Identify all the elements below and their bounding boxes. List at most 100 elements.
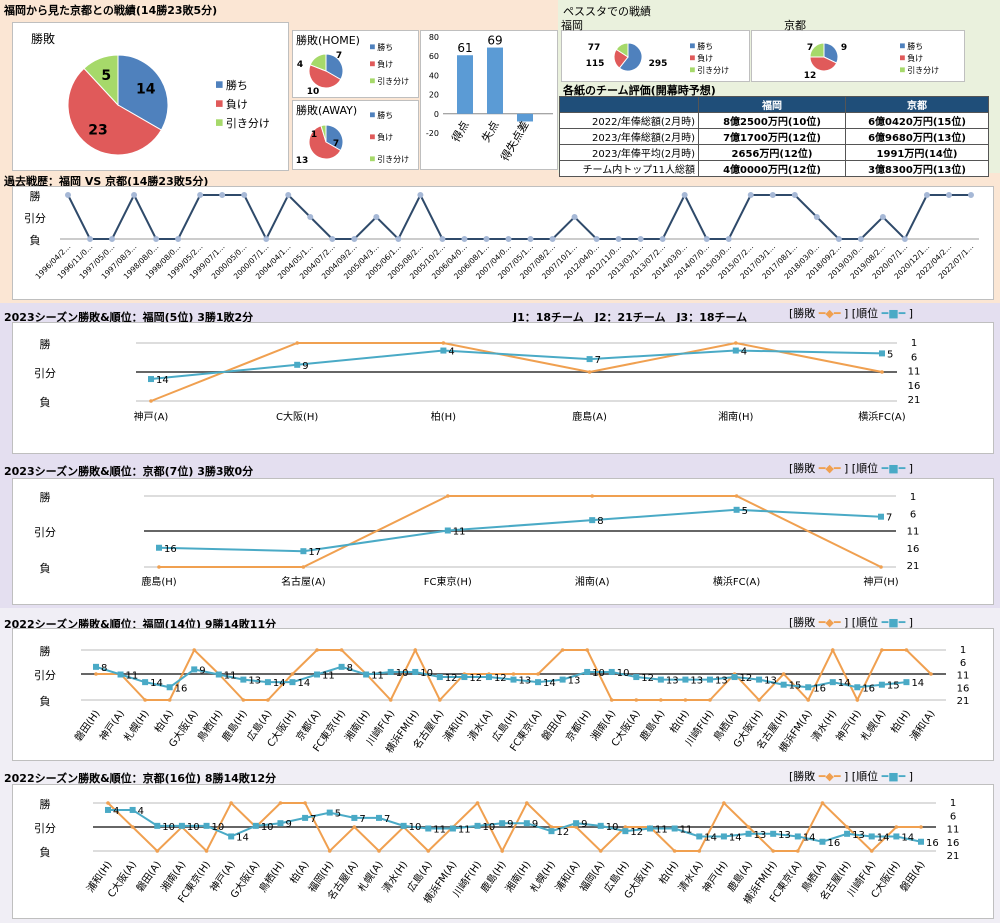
rank-point bbox=[903, 679, 910, 686]
rank-tick-label: 6 bbox=[910, 509, 916, 520]
bar bbox=[457, 55, 473, 114]
pie-data-label: 7 bbox=[807, 43, 813, 53]
season4-title: 2022シーズン勝敗&順位：京都(16位) 8勝14敗12分 bbox=[4, 772, 277, 785]
legend-label: 勝ち bbox=[377, 42, 393, 52]
legend-label: 勝ち bbox=[907, 41, 923, 51]
result-point bbox=[734, 494, 739, 498]
legend-label: 引き分け bbox=[907, 66, 939, 75]
legend-rank-label: ] [順位 bbox=[844, 770, 879, 783]
rank-data-label: 4 bbox=[741, 347, 747, 358]
result-point bbox=[441, 341, 446, 345]
eval-header-blank bbox=[559, 96, 699, 113]
result-y-label: 引分 bbox=[34, 668, 56, 682]
main-pie-panel: 勝敗 14 23 5 勝ち 負け 引き分け bbox=[12, 22, 289, 171]
pie-data-label: 77 bbox=[588, 43, 601, 53]
result-point bbox=[771, 849, 775, 853]
history-point bbox=[307, 214, 314, 220]
result-point bbox=[157, 565, 161, 569]
history-y-label: 負 bbox=[30, 234, 41, 247]
bar-category-label: 失点 bbox=[479, 119, 501, 145]
rank-tick-label: 21 bbox=[947, 851, 960, 862]
rank-tick-label: 6 bbox=[960, 658, 966, 669]
x-category-label: 磐田(A) bbox=[897, 858, 928, 894]
rank-data-label: 16 bbox=[862, 683, 875, 694]
rank-data-label: 14 bbox=[729, 832, 742, 843]
rank-data-label: 10 bbox=[483, 822, 496, 833]
legend-swatch bbox=[370, 61, 375, 67]
pessuta-kyoto-panel: 9 12 7 勝ち 負け 引き分け bbox=[751, 30, 965, 82]
result-point bbox=[820, 801, 825, 805]
legend-label: 負け bbox=[697, 53, 713, 63]
rank-point bbox=[148, 376, 154, 383]
rank-point bbox=[878, 513, 884, 520]
x-category-label: 京都(H) bbox=[563, 707, 594, 743]
history-point bbox=[725, 236, 732, 242]
rank-point bbox=[918, 838, 924, 845]
history-point bbox=[439, 236, 446, 242]
rank-data-label: 17 bbox=[308, 547, 321, 558]
pessuta-fukuoka-panel: 295 115 77 勝ち 負け 引き分け bbox=[561, 30, 750, 82]
legend-end-label: ] bbox=[908, 307, 914, 320]
x-category-label: 神戸(H) bbox=[863, 575, 898, 588]
rank-data-label: 10 bbox=[617, 668, 630, 679]
rank-point bbox=[166, 684, 173, 691]
result-point bbox=[315, 648, 319, 652]
result-point bbox=[295, 341, 300, 345]
rank-point bbox=[338, 663, 345, 670]
rank-data-label: 16 bbox=[827, 838, 840, 849]
rank-tick-label: 6 bbox=[911, 352, 917, 363]
result-point bbox=[229, 801, 233, 805]
bar-data-label: 69 bbox=[487, 34, 502, 48]
legend-swatch bbox=[216, 100, 223, 107]
rank-data-label: 14 bbox=[543, 678, 556, 689]
rank-data-label: 13 bbox=[248, 676, 261, 687]
result-point bbox=[303, 801, 307, 805]
legend-label: 負け bbox=[907, 53, 923, 63]
eval-cell: 6億9680万円(13位) bbox=[845, 128, 989, 145]
rank-line bbox=[108, 808, 922, 843]
x-category-label: 神戸(H) bbox=[699, 858, 730, 894]
legend-swatch bbox=[900, 43, 905, 49]
x-category-label: 神戸(H) bbox=[833, 707, 864, 743]
rank-point bbox=[387, 668, 394, 675]
x-category-label: 名古屋(A) bbox=[281, 575, 326, 588]
rank-data-label: 10 bbox=[212, 822, 225, 833]
rank-data-label: 10 bbox=[187, 822, 200, 833]
legend-swatch bbox=[370, 44, 375, 50]
rank-data-label: 7 bbox=[595, 355, 601, 366]
history-y-label: 勝 bbox=[30, 189, 41, 203]
pie-slice bbox=[308, 64, 342, 89]
legend-result-label: [勝敗 bbox=[789, 616, 816, 629]
legend-label: 勝ち bbox=[377, 110, 393, 120]
history-point bbox=[593, 236, 600, 242]
result-point bbox=[536, 672, 540, 676]
rank-point bbox=[289, 679, 296, 686]
result-point bbox=[796, 849, 800, 853]
result-point bbox=[560, 648, 565, 652]
rank-point bbox=[893, 833, 900, 840]
rank-point bbox=[440, 347, 447, 354]
pessuta-kyoto-title: 京都 bbox=[784, 19, 806, 32]
result-point bbox=[757, 698, 761, 702]
history-point bbox=[968, 192, 974, 198]
x-category-label: FC東京(H) bbox=[424, 575, 472, 588]
result-point bbox=[585, 648, 589, 652]
result-point bbox=[475, 801, 480, 805]
rank-tick-label: 6 bbox=[950, 811, 956, 822]
x-category-label: 柏(H) bbox=[431, 410, 456, 423]
rank-data-label: 11 bbox=[371, 671, 384, 682]
season-legend: [勝敗 ━◆━ ] [順位 ━■━ ] bbox=[789, 614, 913, 630]
result-y-label: 勝 bbox=[40, 490, 51, 504]
legend-swatch bbox=[216, 119, 223, 126]
x-category-label: 神戸(A) bbox=[134, 410, 169, 423]
legend-rank-label: ] [順位 bbox=[844, 462, 879, 475]
bar bbox=[517, 113, 533, 122]
result-point bbox=[149, 399, 153, 403]
rank-data-label: 5 bbox=[887, 349, 893, 360]
result-y-label: 引分 bbox=[34, 366, 56, 380]
result-point bbox=[339, 648, 344, 652]
bar-category-label: 得点 bbox=[449, 119, 471, 145]
